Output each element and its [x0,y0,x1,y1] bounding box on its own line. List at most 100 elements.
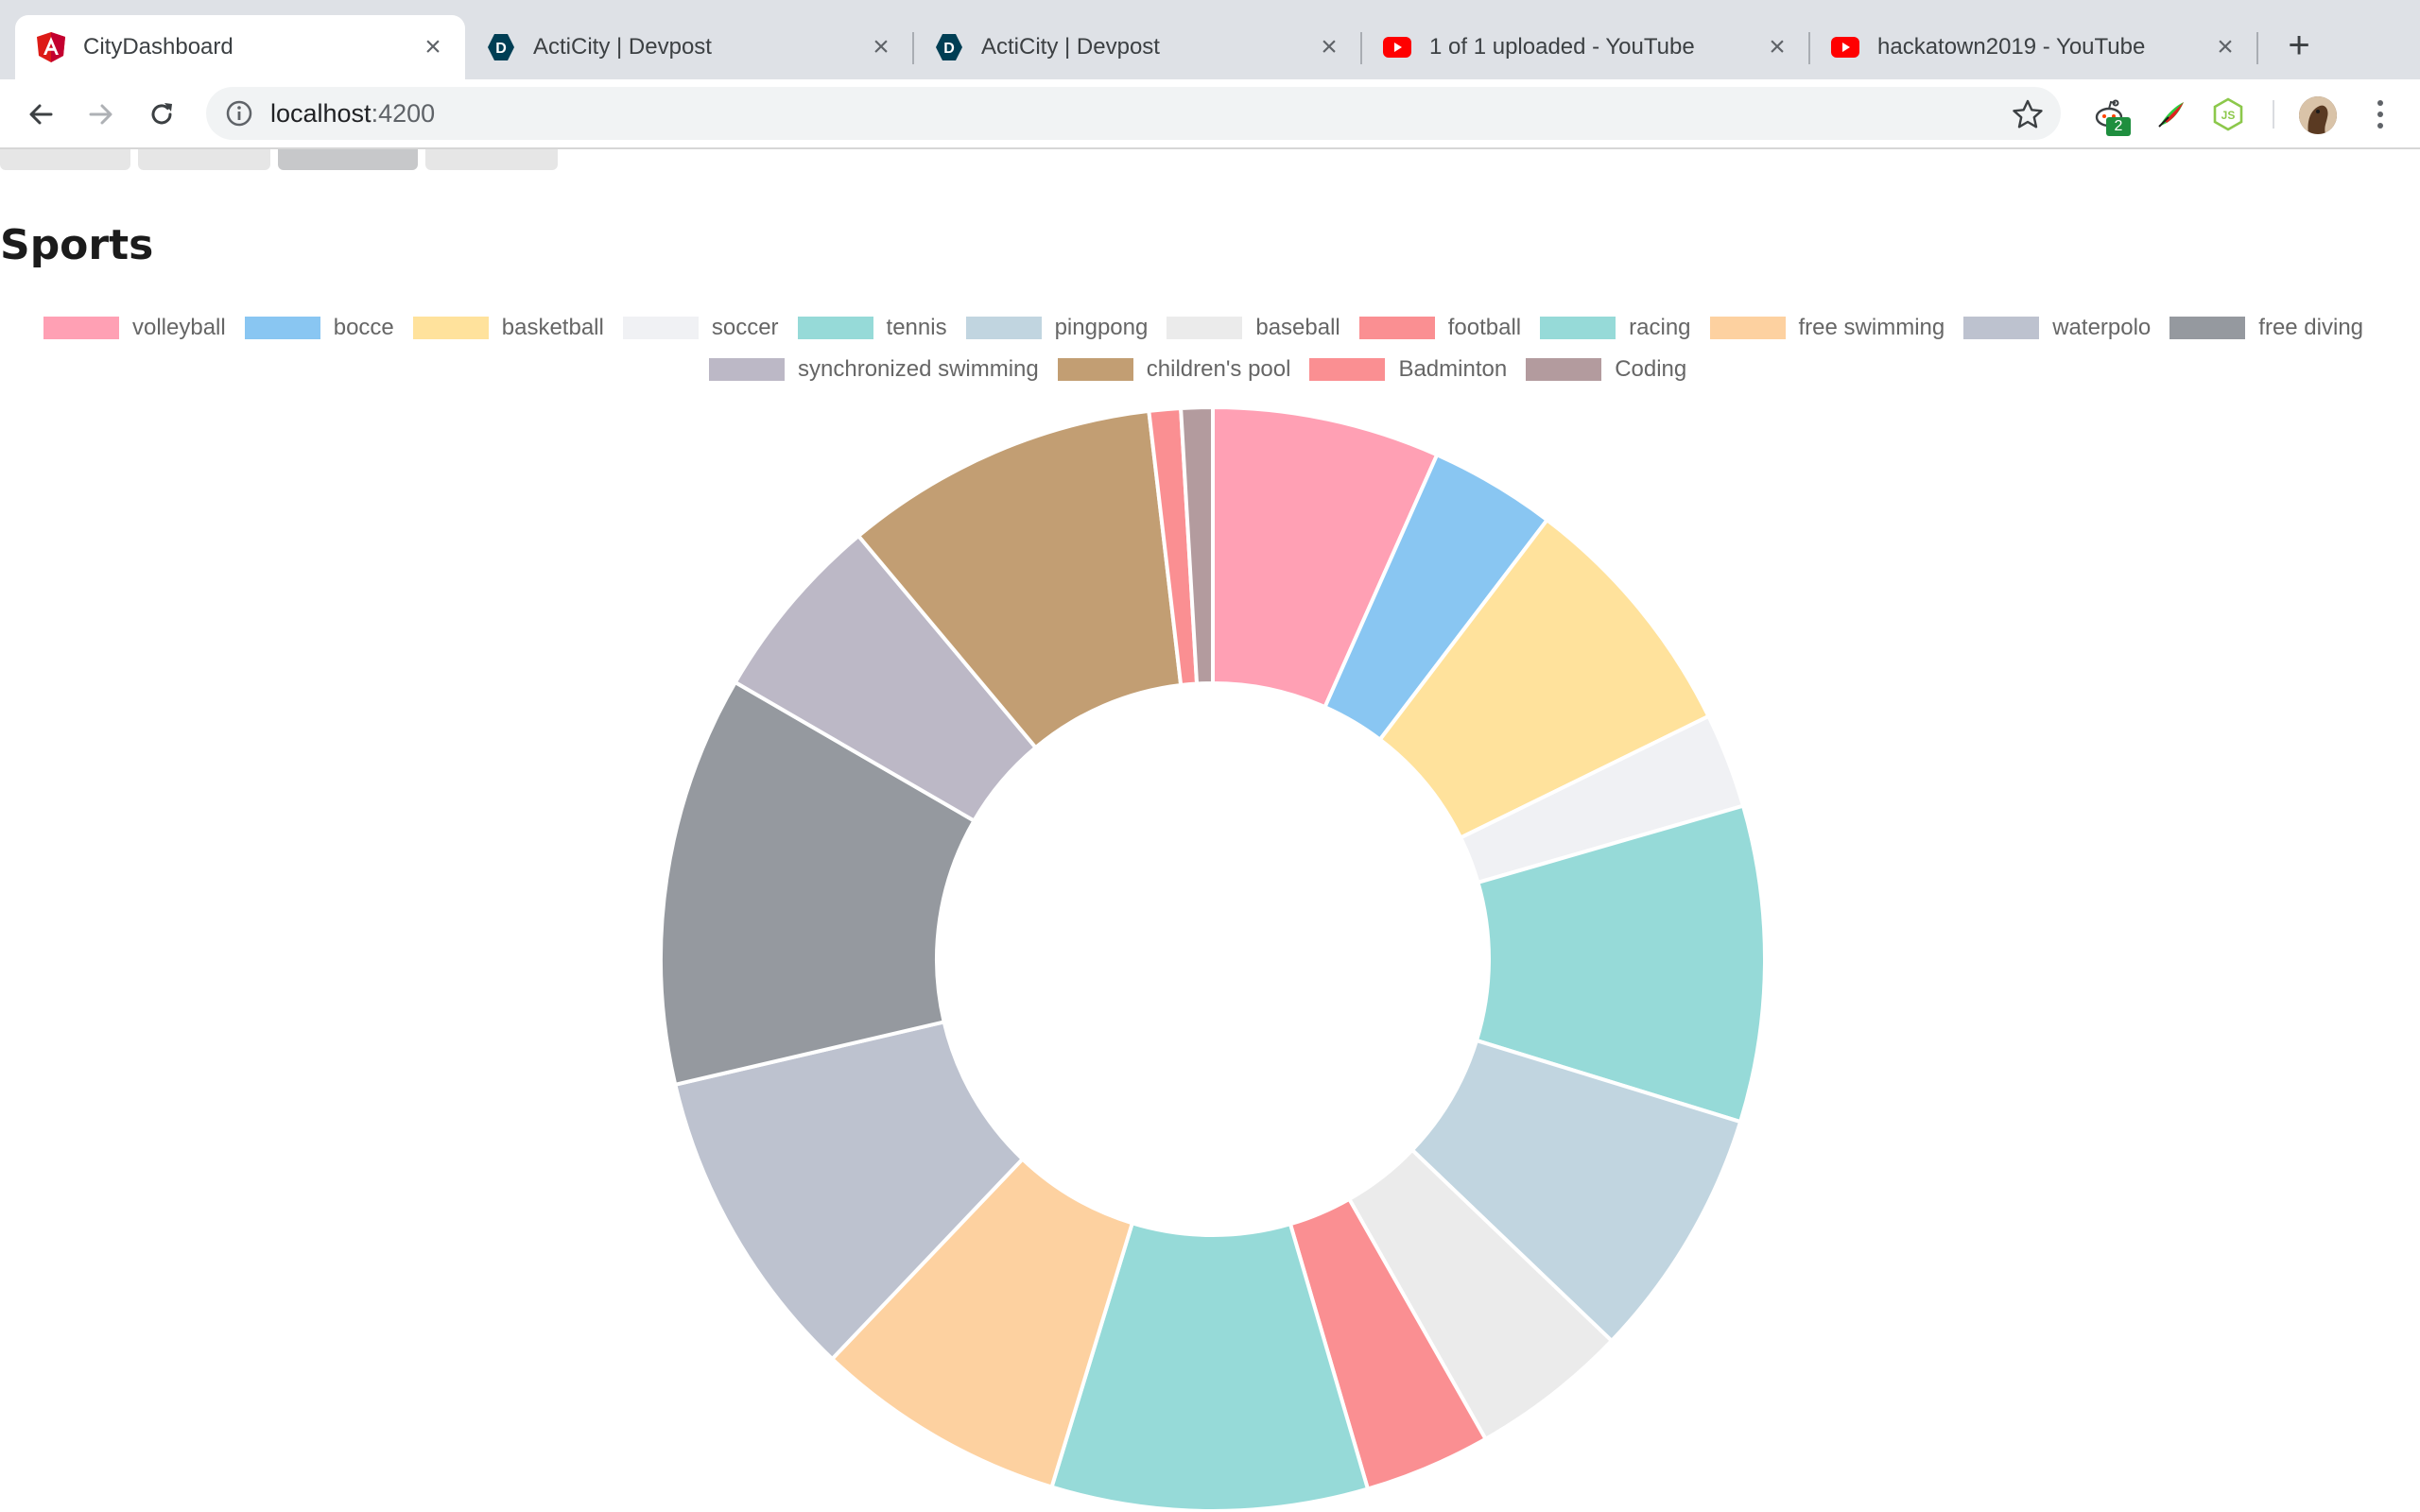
profile-avatar[interactable] [2299,96,2337,134]
section-title: Sports [0,221,154,269]
legend-item[interactable]: bocce [244,312,394,344]
legend-item[interactable]: volleyball [43,312,226,344]
tab-title: ActiCity | Devpost [533,34,712,60]
legend-item[interactable]: basketball [412,312,604,344]
tab-title: 1 of 1 uploaded - YouTube [1429,34,1695,60]
legend-swatch [709,358,785,381]
legend-swatch [1963,317,2040,339]
legend-item[interactable]: baseball [1167,312,1340,344]
legend-swatch [1358,317,1435,339]
tab-citydashboard[interactable]: CityDashboard × [15,15,465,79]
close-icon[interactable]: × [424,31,441,62]
legend-swatch [2169,317,2246,339]
chart-slice-children-s-pool[interactable] [856,408,1184,750]
legend-item[interactable]: synchronized swimming [709,353,1039,386]
legend-row: synchronized swimming children's pool Badm… [0,353,2420,386]
tab-strip: CityDashboard × D ActiCity | Devpost × D… [0,0,2420,79]
arrow-right-icon [89,104,112,125]
chart-slice-coding[interactable] [1178,404,1215,686]
close-icon[interactable]: × [1321,31,1338,62]
close-icon[interactable]: × [2217,31,2234,62]
chart-slice-racing[interactable] [1049,1220,1371,1512]
legend-swatch [1167,317,1243,339]
legend-item[interactable]: waterpolo [1963,312,2151,344]
svg-text:D: D [495,41,507,57]
legend-item[interactable]: football [1358,312,1522,344]
chart-slice-tennis[interactable] [1474,803,1767,1125]
legend-label: synchronized swimming [798,356,1039,382]
legend-item[interactable]: Badminton [1309,353,1507,386]
tab-devpost-1[interactable]: D ActiCity | Devpost × [465,15,914,79]
legend-label: racing [1629,315,1691,340]
reload-button[interactable] [140,93,183,136]
forward-button[interactable] [79,93,123,136]
info-icon[interactable] [225,99,253,128]
legend-swatch [1526,358,1602,381]
legend-label: basketball [501,315,604,340]
extension-badge: 2 [2106,117,2131,136]
section-nav-button[interactable] [425,149,558,170]
angular-icon [36,32,66,62]
new-tab-button[interactable]: + [2288,25,2310,66]
legend-swatch [412,317,489,339]
devpost-icon: D [934,32,964,62]
devpost-icon: D [486,32,516,62]
legend-swatch [244,317,320,339]
legend-label: soccer [711,315,779,340]
nodejs-extension-icon[interactable]: JS [2208,94,2248,134]
page-content: Sports volleyball bocce basketball soccer te… [0,149,2420,1512]
tab-title: CityDashboard [83,34,233,60]
arrow-left-icon [29,104,53,125]
section-nav-button-selected[interactable] [278,149,418,170]
svg-text:D: D [943,41,955,57]
legend-swatch [1309,358,1386,381]
legend-swatch [1709,317,1786,339]
legend-label: baseball [1255,315,1340,340]
section-nav-button[interactable] [138,149,270,170]
legend-item[interactable]: pingpong [965,312,1148,344]
tab-title: hackatown2019 - YouTube [1877,34,2146,60]
chart-slice-free-diving[interactable] [659,679,977,1088]
legend-swatch [1057,358,1133,381]
url-text[interactable]: localhost:4200 [270,98,436,128]
browser-toolbar: localhost:4200 2 JS [0,79,2420,149]
legend-item[interactable]: free swimming [1709,312,1945,344]
legend-item[interactable]: free diving [2169,312,2363,344]
legend-item[interactable]: tennis [797,312,947,344]
legend-label: free diving [2258,315,2364,340]
legend-label: Badminton [1398,356,1508,382]
tab-youtube-hackatown[interactable]: hackatown2019 - YouTube × [1809,15,2258,79]
tab-title: ActiCity | Devpost [981,34,1160,60]
legend-label: waterpolo [2052,315,2152,340]
reload-icon [151,103,172,125]
legend-swatch [622,317,699,339]
bookmark-star-icon[interactable] [2012,98,2044,130]
legend-item[interactable]: soccer [622,312,779,344]
reddit-extension-icon[interactable]: 2 [2089,94,2131,136]
legend-item[interactable]: racing [1540,312,1691,344]
close-icon[interactable]: × [1769,31,1786,62]
chart-slice-waterpolo[interactable] [672,1019,1026,1362]
tab-devpost-2[interactable]: D ActiCity | Devpost × [913,15,1362,79]
legend-label: free swimming [1798,315,1945,340]
address-bar[interactable]: localhost:4200 [206,87,2061,140]
legend-swatch [43,317,119,339]
youtube-icon [1830,32,1860,62]
legend-label: children's pool [1146,356,1291,382]
svg-text:JS: JS [2221,109,2236,122]
tab-youtube-uploaded[interactable]: 1 of 1 uploaded - YouTube × [1361,15,1810,79]
legend-label: Coding [1615,356,1687,382]
legend-swatch [1540,317,1616,339]
feather-extension-icon[interactable] [2152,94,2191,134]
back-button[interactable] [19,93,62,136]
legend-label: football [1447,315,1522,340]
close-icon[interactable]: × [873,31,890,62]
browser-menu-button[interactable] [2363,94,2397,134]
section-nav-button[interactable] [0,149,130,170]
legend-swatch [965,317,1042,339]
legend-item[interactable]: Coding [1526,353,1686,386]
legend-label: tennis [886,315,947,340]
legend-item[interactable]: children's pool [1057,353,1291,386]
legend-label: volleyball [132,315,226,340]
legend-label: bocce [333,315,394,340]
